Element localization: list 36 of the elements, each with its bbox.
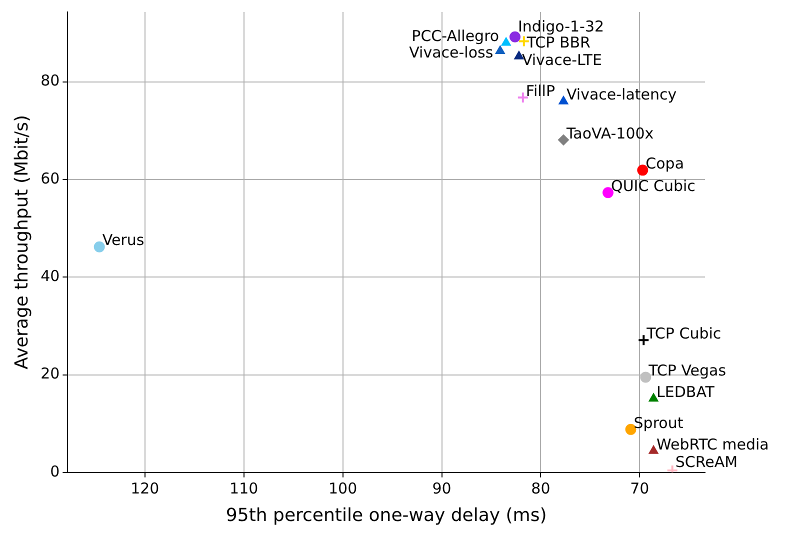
x-tick-label: 90 xyxy=(432,479,452,498)
series-label: QUIC Cubic xyxy=(611,177,696,196)
series-label: TaoVA-100x xyxy=(565,124,654,142)
y-tick-label: 0 xyxy=(50,462,60,480)
series-label: Copa xyxy=(646,154,684,173)
x-tick-label: 70 xyxy=(630,479,650,498)
series-label: PCC-Allegro xyxy=(412,27,500,46)
series-label: TCP Cubic xyxy=(646,324,722,342)
series-label: TCP Vegas xyxy=(648,362,726,380)
x-tick-label: 80 xyxy=(531,479,550,498)
y-tick-label: 20 xyxy=(40,364,60,383)
point xyxy=(648,445,658,454)
series-label: SCReAM xyxy=(675,452,738,471)
series-label: Vivace-loss xyxy=(409,43,494,62)
point xyxy=(516,91,529,104)
x-tick-label: 110 xyxy=(230,479,258,498)
series-label: WebRTC media xyxy=(656,435,769,454)
point xyxy=(495,46,505,54)
x-tick-label: 100 xyxy=(328,479,358,498)
point xyxy=(501,37,511,46)
series-label: LEDBAT xyxy=(656,383,716,402)
point xyxy=(509,31,520,42)
y-tick-label: 40 xyxy=(40,267,60,285)
series-label: FillP xyxy=(526,82,556,100)
x-tick-label: 120 xyxy=(130,479,160,498)
series-label: Vivace-LTE xyxy=(522,50,602,69)
y-tick-label: 80 xyxy=(40,72,60,90)
series-label: TCP BBR xyxy=(526,34,590,52)
series-label: Sprout xyxy=(634,414,684,432)
series-label: Verus xyxy=(102,231,144,250)
x-axis-title: 95th percentile one-way delay (ms) xyxy=(226,504,547,526)
series-label: Vivace-latency xyxy=(566,86,677,104)
y-tick-label: 60 xyxy=(40,169,60,188)
y-axis-title: Average throughput (Mbit/s) xyxy=(11,114,32,370)
series-label: Indigo-1-32 xyxy=(518,17,604,36)
point xyxy=(648,393,658,402)
